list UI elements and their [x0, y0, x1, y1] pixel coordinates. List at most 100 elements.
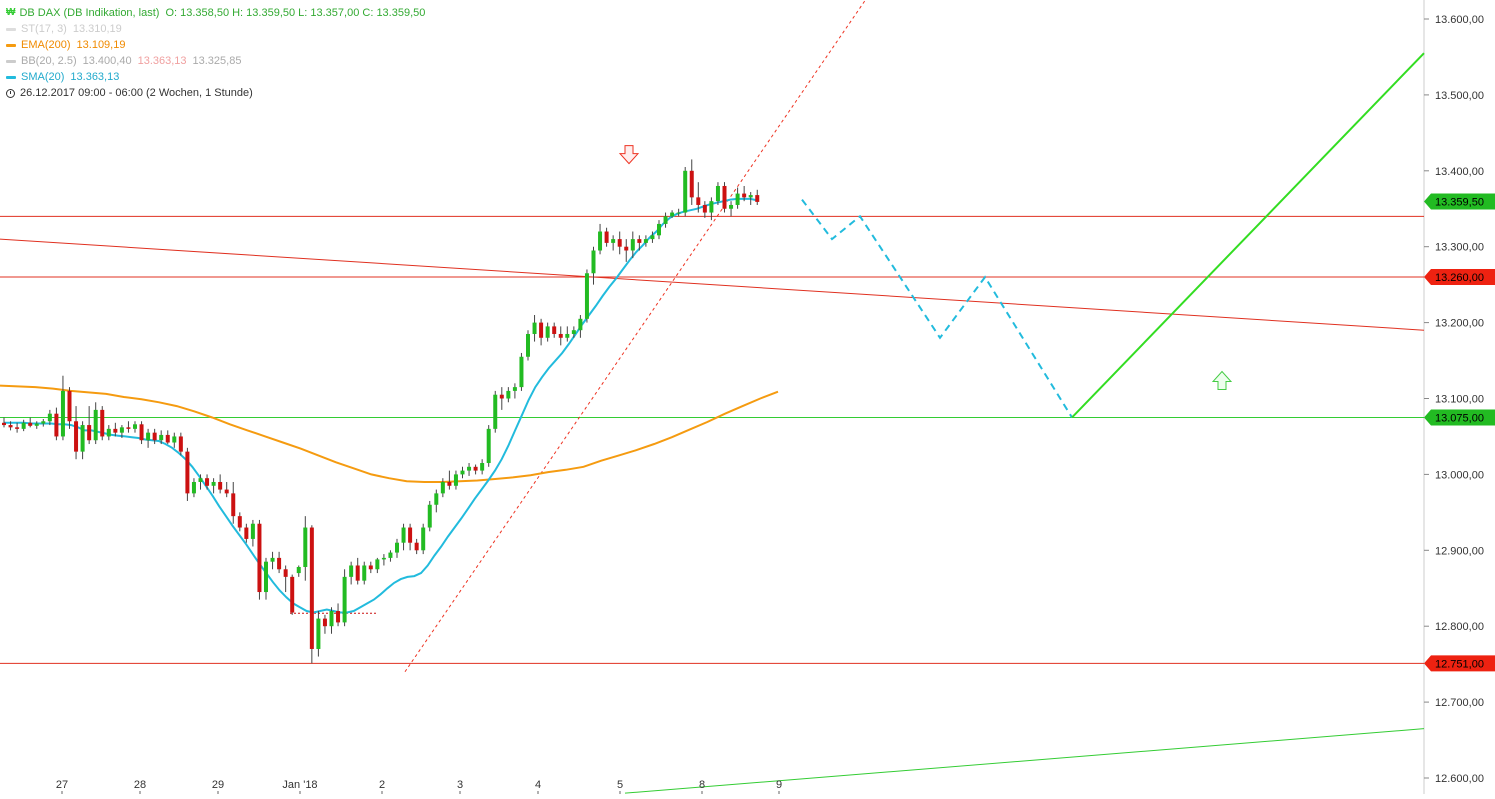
legend-ema-label: EMA(200)	[21, 39, 71, 51]
candle-body	[309, 527, 314, 649]
up-arrow-icon	[1211, 370, 1233, 391]
candle-body	[349, 565, 354, 577]
candle-body	[198, 478, 203, 482]
y-tick-label: 12.900,00	[1435, 545, 1484, 557]
trendline	[624, 728, 1425, 794]
candle-body	[87, 425, 92, 441]
candle-body	[578, 318, 583, 331]
candle-body	[329, 611, 334, 627]
st-swatch-icon	[6, 27, 16, 31]
candle-body	[565, 333, 570, 338]
candle-body	[15, 427, 20, 429]
candle-body	[342, 576, 347, 623]
legend-sma-value: 13.363,13	[70, 71, 120, 83]
legend-st-value: 13.310,19	[72, 23, 122, 35]
forecast-dashed-path	[801, 198, 1073, 419]
candle-body	[100, 409, 105, 437]
y-tick-label: 13.600,00	[1435, 14, 1484, 26]
y-tick-label: 13.300,00	[1435, 242, 1484, 254]
candle-body	[722, 185, 727, 209]
candle-body	[532, 322, 537, 334]
candle-body	[54, 413, 59, 437]
x-tick-label: 8	[699, 779, 705, 791]
candle-body	[611, 239, 616, 243]
candle-body	[493, 394, 498, 429]
candle-body	[460, 470, 465, 475]
candle-body	[178, 436, 183, 452]
candle-body	[119, 427, 124, 433]
price-marker-label: 13.359,50	[1435, 197, 1484, 209]
candle-body	[591, 250, 596, 274]
price-marker	[1424, 269, 1495, 286]
legend-st-row[interactable]: ST(17, 3) 13.310,19	[6, 21, 425, 37]
ema200-line	[0, 384, 779, 483]
candle-body	[224, 489, 229, 494]
x-tick-label: 2	[379, 779, 385, 791]
candle-body	[159, 434, 164, 441]
candle-body	[165, 434, 170, 443]
price-marker	[1424, 193, 1495, 210]
candle-body	[264, 561, 268, 593]
sma-swatch-icon	[6, 75, 16, 79]
y-tick-label: 12.600,00	[1435, 773, 1484, 785]
candle-body	[650, 235, 655, 240]
candle-body	[676, 212, 681, 214]
candle-body	[2, 422, 6, 426]
trendline	[0, 238, 1425, 331]
x-tick-label: 3	[457, 779, 463, 791]
candle-body	[545, 326, 550, 338]
candle-body	[486, 428, 491, 464]
candle-body	[696, 197, 701, 205]
legend-bb-lower: 13.325,85	[192, 55, 242, 67]
y-tick-label: 13.100,00	[1435, 394, 1484, 406]
candle-body	[434, 493, 439, 505]
candle-body	[60, 390, 65, 437]
x-tick-label: Jan '18	[282, 779, 317, 791]
candle-body	[598, 231, 603, 251]
candle-body	[388, 552, 393, 558]
candle-body	[604, 231, 609, 243]
y-tick-label: 13.000,00	[1435, 469, 1484, 481]
candle-body	[480, 463, 485, 471]
candle-body	[296, 566, 301, 574]
legend-bb-row[interactable]: BB(20, 2.5) 13.400,40 13.363,13 13.325,8…	[6, 53, 425, 69]
ema-swatch-icon	[6, 43, 16, 47]
candle-body	[244, 527, 249, 539]
candle-body	[735, 193, 740, 205]
candle-body	[637, 239, 642, 243]
candle-body	[250, 523, 255, 539]
candle-body	[74, 421, 79, 452]
candle-body	[257, 523, 262, 593]
price-marker	[1424, 409, 1495, 426]
candle-body	[106, 428, 111, 437]
candle-body	[205, 478, 210, 486]
candle-body	[526, 333, 530, 357]
legend-sma-row[interactable]: SMA(20) 13.363,13	[6, 69, 425, 85]
candle-body	[473, 466, 478, 471]
candle-body	[617, 239, 622, 247]
legend-sma-label: SMA(20)	[21, 71, 65, 83]
y-tick-label: 12.800,00	[1435, 621, 1484, 633]
candle-body	[152, 432, 157, 441]
candle-body	[322, 618, 327, 627]
x-tick-label: 28	[134, 779, 146, 791]
candle-body	[270, 557, 275, 562]
price-marker-label: 12.751,00	[1435, 658, 1484, 670]
candle-body	[670, 212, 675, 217]
price-marker	[1424, 655, 1495, 672]
candle-body	[683, 170, 688, 213]
candle-body	[185, 451, 190, 494]
candle-body	[447, 481, 452, 486]
x-tick-label: 27	[56, 779, 68, 791]
candle-body	[113, 428, 118, 433]
candle-body	[571, 330, 576, 334]
candle-body	[277, 557, 282, 570]
candle-body	[421, 527, 426, 551]
candle-body	[67, 390, 72, 422]
candle-body	[467, 466, 472, 471]
legend-ema-row[interactable]: EMA(200) 13.109,19	[6, 37, 425, 53]
candle-body	[748, 195, 753, 198]
candle-body	[8, 425, 13, 428]
legend-bb-mid: 13.363,13	[137, 55, 187, 67]
